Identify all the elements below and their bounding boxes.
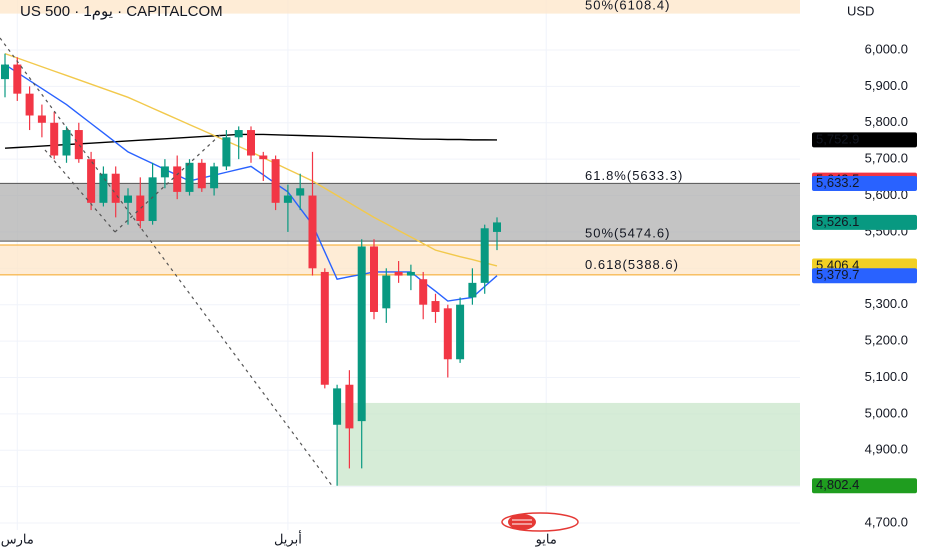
- fib-label: 0.618(5388.6): [585, 257, 679, 272]
- price-label: 5,526.1: [816, 214, 859, 229]
- candle-body: [357, 246, 366, 422]
- zone: [0, 0, 800, 14]
- candle-body: [247, 130, 255, 156]
- y-tick-label: 5,800.0: [865, 114, 908, 129]
- candle-body: [1, 64, 9, 80]
- fib-label: 50%(6108.4): [585, 0, 670, 12]
- trend-line: [0, 37, 334, 488]
- price-badge: [812, 214, 917, 230]
- candle-body: [419, 279, 428, 305]
- y-tick-label: 5,200.0: [865, 333, 908, 348]
- candle-body: [493, 222, 501, 232]
- y-tick-label: 6,000.0: [865, 41, 908, 56]
- x-tick-label: مايو: [535, 531, 557, 547]
- candle-body: [480, 228, 489, 283]
- y-tick-label: 5,300.0: [865, 296, 908, 311]
- candle-body: [74, 130, 83, 160]
- candle-body: [160, 166, 169, 178]
- candle-body: [87, 159, 96, 203]
- price-badge: [812, 175, 917, 191]
- y-tick-label: 5,100.0: [865, 369, 908, 384]
- ma-line: [4, 63, 498, 302]
- candle-body: [37, 115, 46, 123]
- candle-body: [271, 159, 280, 203]
- zone: [0, 245, 800, 275]
- price-label: 4,802.4: [816, 477, 859, 492]
- candle-body: [185, 162, 194, 192]
- logo: [501, 512, 579, 532]
- fib-label: 61.8%(5633.3): [585, 168, 683, 183]
- candle-body: [148, 177, 157, 222]
- candle-body: [406, 271, 415, 276]
- candle-body: [333, 388, 342, 425]
- candle-body: [443, 308, 452, 360]
- zone: [337, 402, 800, 486]
- y-tick-label: 5,700.0: [865, 151, 908, 166]
- candle-body: [111, 173, 120, 203]
- y-tick-label: 4,700.0: [865, 514, 908, 529]
- candle-body: [99, 173, 108, 203]
- y-tick-label: 5,900.0: [865, 78, 908, 93]
- price-label: 5,633.2: [816, 175, 859, 190]
- candle-body: [431, 301, 440, 312]
- price-label: 5,752.9: [816, 131, 859, 146]
- candle-body: [50, 122, 59, 156]
- candle-body: [210, 166, 219, 189]
- candle-body: [296, 188, 305, 196]
- candle-body: [283, 195, 292, 203]
- candle-body: [345, 384, 354, 429]
- candle-body: [394, 271, 403, 276]
- y-tick-label: 5,000.0: [865, 405, 908, 420]
- candle-body: [222, 137, 231, 167]
- candle-body: [197, 162, 206, 189]
- x-tick-label: أبريل: [274, 530, 302, 547]
- price-badge: [812, 268, 917, 284]
- chart-title: US 500 · 1يوم · CAPITALCOM: [20, 3, 223, 20]
- fib-label: 50%(5474.6): [585, 226, 670, 241]
- candle-body: [13, 64, 22, 94]
- trend-line: [114, 134, 221, 233]
- candle-body: [234, 130, 243, 138]
- candle-body: [124, 195, 132, 203]
- candle-body: [468, 282, 477, 298]
- x-tick-label: مارس: [1, 531, 34, 547]
- price-badge: [812, 478, 917, 494]
- candle-body: [382, 275, 391, 309]
- price-badge: [812, 132, 917, 148]
- candle-body: [259, 155, 268, 160]
- currency: USD: [847, 3, 874, 18]
- candle-body: [173, 166, 182, 192]
- zone: [0, 183, 800, 242]
- candle-body: [320, 271, 329, 385]
- price-label: 5,379.7: [816, 267, 859, 282]
- candle-body: [136, 195, 145, 222]
- candle-body: [456, 304, 465, 360]
- candle-body: [25, 93, 34, 116]
- candle-body: [370, 246, 378, 312]
- y-tick-label: 4,900.0: [865, 442, 908, 457]
- candle-body: [62, 130, 71, 156]
- candle-body: [308, 195, 317, 269]
